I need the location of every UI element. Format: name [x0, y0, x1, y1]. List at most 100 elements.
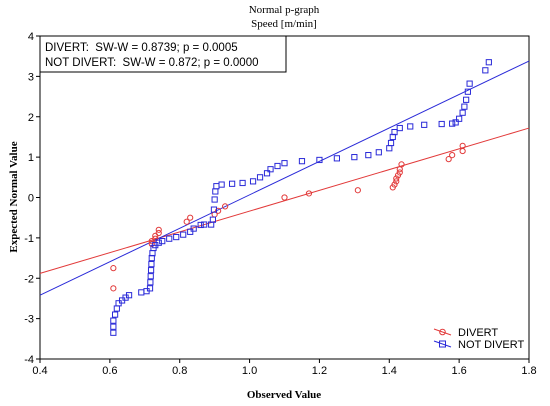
point-divert	[155, 226, 162, 233]
point-not-divert	[421, 121, 428, 128]
point-not-divert	[391, 128, 398, 136]
point-divert	[215, 207, 222, 214]
chart-title: Normal p-graph	[249, 4, 320, 16]
stats-box: DIVERT: SW-W = 0.8739; p = 0.0005 NOT DI…	[39, 35, 287, 73]
point-not-divert	[351, 154, 358, 161]
x-tick-label: 0.6	[102, 365, 117, 377]
y-axis-ticks: -4 -3 -2 -1 0 1 2 3 4	[24, 31, 40, 366]
point-not-divert	[197, 221, 204, 229]
point-not-divert	[456, 115, 463, 122]
plot-area: 0.4 0.6 0.8 1.0 1.2 1.4 1.6 1.8 -4 -3 -2 -1 0 1 2 3 4	[24, 31, 536, 377]
point-divert	[459, 142, 466, 149]
point-not-divert	[333, 155, 340, 162]
point-not-divert	[449, 120, 456, 127]
y-tick-label: 3	[28, 71, 34, 83]
point-not-divert	[155, 239, 162, 246]
point-not-divert	[387, 139, 395, 147]
point-divert	[449, 152, 456, 159]
point-divert	[222, 203, 229, 210]
y-tick-label: 0	[28, 193, 34, 205]
point-not-divert	[209, 216, 216, 223]
point-not-divert	[239, 179, 246, 187]
legend-line-divert	[433, 328, 452, 336]
point-not-divert	[173, 233, 180, 241]
point-not-divert	[274, 162, 281, 170]
point-not-divert	[407, 123, 414, 130]
fit-line-divert	[39, 127, 530, 274]
stats-box-frame	[39, 35, 287, 73]
point-not-divert	[201, 221, 208, 228]
point-not-divert	[461, 103, 468, 110]
point-not-divert	[210, 206, 218, 213]
stats-line-not-divert: NOT DIVERT: SW-W = 0.872; p = 0.0000	[45, 57, 259, 69]
point-not-divert	[267, 166, 274, 173]
point-not-divert	[147, 273, 154, 280]
x-tick-label: 1.2	[312, 365, 327, 377]
point-divert	[393, 178, 400, 185]
point-not-divert	[463, 96, 470, 103]
x-tick-label: 1.6	[451, 365, 466, 377]
point-divert	[183, 218, 190, 225]
point-divert	[110, 265, 117, 272]
stats-line-divert: DIVERT: SW-W = 0.8739; p = 0.0005	[45, 42, 238, 54]
x-axis-ticks: 0.4 0.6 0.8 1.0 1.2 1.4 1.6 1.8	[32, 359, 537, 377]
point-not-divert	[466, 80, 473, 87]
point-not-divert	[147, 267, 155, 274]
point-not-divert	[146, 285, 154, 292]
point-not-divert	[148, 261, 155, 268]
point-not-divert	[365, 152, 372, 159]
y-tick-label: -4	[24, 354, 34, 366]
legend-marker-not-divert	[439, 340, 446, 348]
point-not-divert	[281, 160, 288, 167]
point-not-divert	[396, 124, 403, 132]
legend-label-not-divert: NOT DIVERT	[458, 339, 524, 351]
legend-line-not-divert	[433, 340, 452, 348]
x-tick-label: 1.8	[521, 365, 536, 377]
point-not-divert	[485, 59, 492, 66]
point-not-divert	[298, 158, 306, 165]
point-not-divert	[263, 170, 271, 177]
point-not-divert	[464, 88, 471, 95]
point-not-divert	[125, 292, 133, 299]
x-tick-label: 1.0	[242, 365, 257, 377]
point-divert	[398, 161, 405, 168]
fit-line-not-divert	[39, 60, 530, 296]
point-not-divert	[110, 323, 117, 330]
point-not-divert	[159, 238, 166, 245]
fit-lines	[39, 60, 530, 296]
point-not-divert	[110, 329, 117, 336]
x-tick-label: 1.4	[382, 365, 397, 377]
x-axis-label: Observed Value	[247, 389, 321, 401]
point-divert	[187, 214, 194, 221]
point-not-divert	[452, 119, 459, 126]
legend-marker-divert	[439, 328, 446, 336]
point-not-divert	[316, 156, 323, 164]
x-tick-label: 0.8	[172, 365, 187, 377]
y-tick-label: -1	[24, 233, 34, 245]
point-not-divert	[482, 67, 489, 74]
point-not-divert	[111, 311, 119, 318]
point-not-divert	[147, 279, 154, 286]
y-tick-label: 1	[28, 152, 34, 164]
point-not-divert	[218, 181, 225, 188]
point-divert	[152, 235, 159, 242]
y-tick-label: 2	[28, 112, 34, 124]
y-tick-label: -2	[24, 273, 34, 285]
point-not-divert	[249, 178, 257, 185]
point-divert	[445, 156, 452, 163]
point-not-divert	[110, 317, 117, 324]
legend-label-divert: DIVERT	[458, 327, 498, 339]
point-divert	[110, 285, 117, 292]
point-not-divert	[256, 174, 264, 181]
x-tick-label: 0.4	[32, 365, 47, 377]
point-not-divert	[190, 225, 197, 232]
point-not-divert	[375, 149, 382, 156]
point-not-divert	[438, 120, 445, 128]
point-divert	[281, 194, 288, 201]
point-not-divert	[459, 109, 466, 116]
chart-subtitle: Speed [m/min]	[251, 18, 317, 30]
y-tick-label: -3	[24, 314, 34, 326]
point-not-divert	[211, 196, 218, 203]
point-divert	[148, 240, 155, 248]
